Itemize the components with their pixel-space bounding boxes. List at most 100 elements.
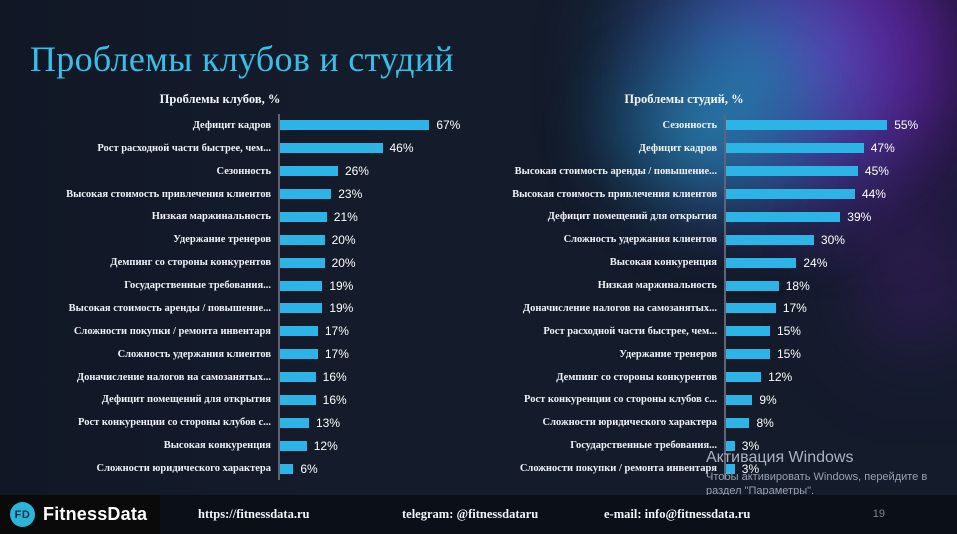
bar-value-label: 15% [776, 347, 801, 362]
bar-value-label: 45% [864, 164, 889, 179]
bar [726, 303, 776, 314]
bar-track: 12% [724, 366, 940, 389]
bar-category-label: Рост расходной части быстрее, чем... [97, 142, 271, 154]
bar [726, 326, 770, 337]
bar-value-label: 3% [741, 438, 760, 453]
brand-name: FitnessData [43, 504, 148, 524]
bar-value-label: 44% [861, 187, 886, 202]
bar-category-label: Сложности покупки / ремонта инвентаря [73, 325, 271, 337]
bar [280, 326, 318, 337]
bar-value-label: 9% [759, 392, 777, 407]
bar-track: 8% [724, 411, 940, 434]
bar-category-label: Сезонность [662, 119, 718, 131]
bar-category-label: Сложности юридического характера [542, 417, 717, 429]
bar-category-label: Сложность удержания клиентов [563, 234, 717, 246]
bar-category-label: Высокая стоимость привлечения клиентов [66, 188, 271, 200]
slide-footer: FD FitnessData https://fitnessdata.ru te… [0, 495, 957, 534]
bar-category-label: Демпинг со стороны конкурентов [110, 257, 271, 269]
bar-category-label: Сезонность [216, 165, 272, 177]
page-number: 19 [872, 508, 885, 520]
bar-track: 16% [278, 389, 480, 412]
bar-row: Низкая маржинальность 18% [500, 274, 940, 297]
bar-row: Рост расходной части быстрее, чем... 46% [40, 137, 480, 160]
bar-track: 30% [724, 228, 940, 251]
bar-track: 16% [278, 366, 480, 389]
bar-track: 18% [724, 274, 940, 297]
bar-track: 19% [278, 297, 480, 320]
bar-value-label: 12% [768, 370, 793, 385]
bar [726, 417, 750, 428]
bar [280, 234, 325, 245]
chart-studios-title: Проблемы студий, % [624, 92, 744, 106]
bar-value-label: 30% [820, 232, 845, 247]
bar-category-label: Доначисление налогов на самозанятых... [76, 371, 271, 383]
bar-row: Низкая маржинальность 21% [40, 206, 480, 229]
bar-row: Сложности покупки / ремонта инвентаря 17% [40, 320, 480, 343]
bar [726, 463, 735, 474]
bar [280, 440, 307, 451]
fd-badge-icon: FD [10, 502, 35, 527]
bar-row: Доначисление налогов на самозанятых... 17… [500, 297, 940, 320]
bar [726, 166, 858, 177]
footer-email[interactable]: e-mail: info@fitnessdata.ru [604, 507, 751, 521]
bar-row: Удержание тренеров 20% [40, 228, 480, 251]
bar-value-label: 16% [322, 370, 347, 385]
bar-value-label: 23% [338, 187, 363, 202]
bar-row: Высокая конкуренция 12% [40, 434, 480, 457]
bar-row: Рост конкуренции со стороны клубов с... 9… [500, 389, 940, 412]
bar-row: Государственные требования... 3% [500, 434, 940, 457]
bar [726, 440, 735, 451]
bar [280, 280, 323, 291]
bar [280, 417, 309, 428]
chart-clubs-axis-line [278, 114, 280, 480]
bar-category-label: Удержание тренеров [619, 348, 717, 360]
bar-track: 24% [724, 251, 940, 274]
bar-value-label: 47% [870, 141, 895, 156]
bar-category-label: Высокая стоимость аренды / повышение... [514, 165, 717, 177]
bar-track: 23% [278, 183, 480, 206]
bar-row: Сезонность 26% [40, 160, 480, 183]
bar-category-label: Высокая конкуренция [163, 440, 271, 452]
footer-website[interactable]: https://fitnessdata.ru [198, 507, 310, 521]
bar [726, 211, 841, 222]
bar-category-label: Сложности покупки / ремонта инвентаря [519, 463, 717, 475]
bar-track: 44% [724, 183, 940, 206]
bar-row: Дефицит помещений для открытия 16% [40, 389, 480, 412]
bar-value-label: 15% [776, 324, 801, 339]
bar-value-label: 19% [329, 278, 354, 293]
bar [726, 257, 797, 268]
bar-track: 15% [724, 320, 940, 343]
bar-row: Дефицит кадров 47% [500, 137, 940, 160]
bar-value-label: 13% [315, 415, 340, 430]
bar-row: Государственные требования... 19% [40, 274, 480, 297]
bar-track: 13% [278, 411, 480, 434]
bar [726, 143, 864, 154]
bar-value-label: 8% [756, 415, 774, 430]
bar [280, 303, 323, 314]
bar-category-label: Дефицит помещений для открытия [101, 394, 271, 406]
bar-category-label: Низкая маржинальность [151, 211, 271, 223]
bar-row: Демпинг со стороны конкурентов 20% [40, 251, 480, 274]
bar-track: 17% [724, 297, 940, 320]
chart-clubs-plot: Дефицит кадров 67% Рост расходной части бы… [40, 114, 480, 480]
bar-track: 12% [278, 434, 480, 457]
bar-value-label: 21% [333, 209, 358, 224]
footer-telegram[interactable]: telegram: @fitnessdataru [402, 507, 539, 521]
bar-track: 19% [278, 274, 480, 297]
bar [726, 349, 770, 360]
brand-logo: FD FitnessData [0, 495, 160, 534]
bar-row: Доначисление налогов на самозанятых... 16… [40, 366, 480, 389]
bar-row: Сложности юридического характера 8% [500, 411, 940, 434]
bar [280, 372, 316, 383]
bar [726, 120, 888, 131]
bar [726, 189, 855, 200]
bar-track: 3% [724, 457, 940, 480]
bar-track: 17% [278, 320, 480, 343]
bar-value-label: 55% [894, 118, 919, 133]
bar [280, 166, 338, 177]
bar [280, 349, 318, 360]
bar-value-label: 20% [331, 232, 356, 247]
bar-track: 3% [724, 434, 940, 457]
bar [280, 120, 430, 131]
bar-category-label: Низкая маржинальность [597, 280, 717, 292]
